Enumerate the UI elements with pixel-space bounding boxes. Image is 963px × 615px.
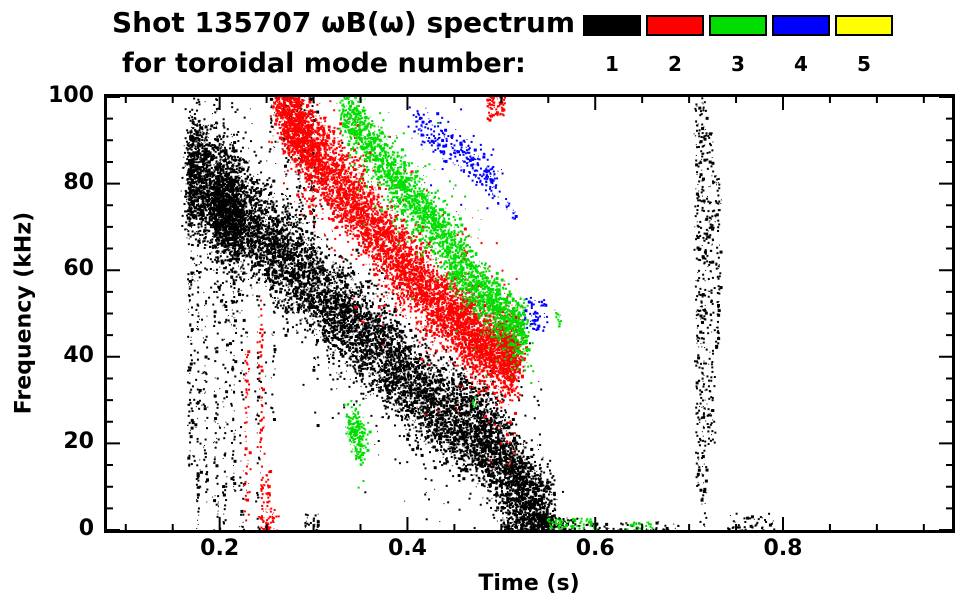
- plot-canvas: [107, 97, 952, 530]
- x-tick-label-0.4: 0.4: [387, 536, 427, 561]
- legend-label-mode-3: 3: [731, 52, 745, 76]
- legend-label-mode-4: 4: [794, 52, 808, 76]
- legend-label-mode-2: 2: [668, 52, 682, 76]
- y-tick-label-80: 80: [63, 169, 94, 195]
- legend-swatch-mode-1: [583, 15, 641, 36]
- plot-area: [104, 94, 955, 533]
- y-axis-title: Frequency (kHz): [11, 211, 37, 415]
- chart-title: Shot 135707 ωB(ω) spectrum: [112, 6, 576, 39]
- legend-swatch-mode-2: [646, 15, 704, 36]
- y-tick-label-100: 100: [48, 83, 94, 108]
- legend-swatch-mode-5: [835, 15, 893, 36]
- y-tick-label-40: 40: [63, 342, 94, 368]
- x-tick-label-0.6: 0.6: [575, 536, 615, 561]
- legend-swatch-mode-3: [709, 15, 767, 36]
- y-tick-label-20: 20: [63, 429, 94, 455]
- y-tick-label-60: 60: [63, 256, 94, 282]
- legend-label-mode-5: 5: [857, 52, 871, 76]
- x-tick-label-0.8: 0.8: [763, 536, 803, 561]
- legend-label-mode-1: 1: [605, 52, 619, 76]
- x-tick-label-0.2: 0.2: [200, 536, 240, 561]
- legend-swatch-mode-4: [772, 15, 830, 36]
- chart-subtitle: for toroidal mode number:: [122, 48, 526, 79]
- y-tick-label-0: 0: [78, 516, 94, 541]
- x-axis-title: Time (s): [478, 571, 580, 596]
